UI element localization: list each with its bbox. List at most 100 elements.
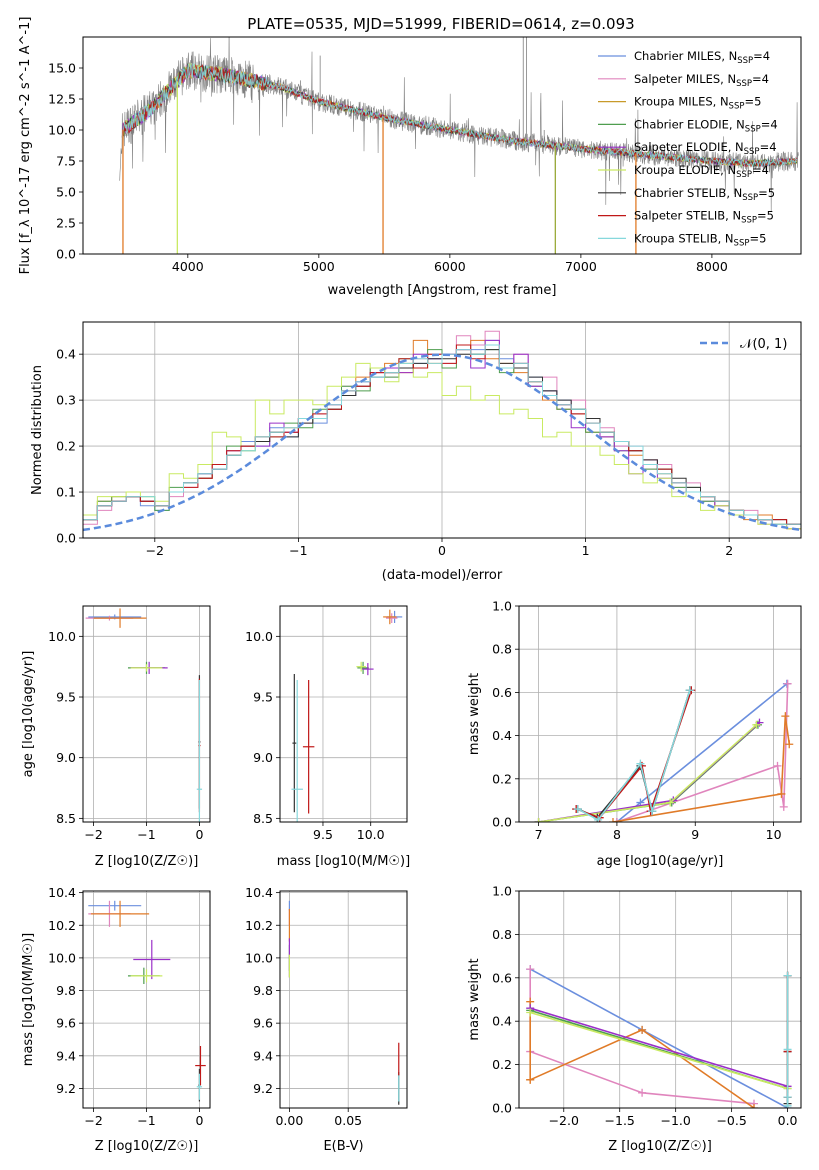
legend-label: Salpeter MILES, NSSP=4 [634,72,769,89]
y-tick-label: 2.5 [56,216,76,231]
x-tick-label: 10 [766,827,782,842]
weight-marker [750,1104,758,1108]
y-tick-label: 1.0 [492,599,512,614]
x-axis-label: Z [log10(Z/Z☉)] [95,854,199,869]
legend-label: Chabrier ELODIE, NSSP=4 [634,117,778,134]
y-tick-label: 9.5 [253,690,273,705]
spectrum-title: PLATE=0535, MJD=51999, FIBERID=0614, z=0… [247,15,634,33]
y-tick-label: 0.6 [492,685,512,700]
y-tick-label: 0.2 [56,439,76,454]
weight-marker [594,815,603,822]
x-axis-label: Z [log10(Z/Z☉)] [608,1139,712,1154]
x-tick-label: 0 [195,1113,203,1128]
legend-tail: =5 [758,186,775,200]
x-axis-label: wavelength [Angstrom, rest frame] [328,283,557,298]
legend-label: Kroupa ELODIE, NSSP=4 [634,163,769,180]
x-axis-label: (data-model)/error [382,568,503,583]
legend-label: Salpeter STELIB, NSSP=5 [634,209,774,226]
weight-line-3 [538,724,759,822]
weight-marker [526,1075,535,1084]
weight-marker [534,818,543,822]
y-tick-label: 10.2 [245,918,273,933]
x-tick-label: −2.0 [549,1113,579,1128]
weight-marker [612,818,621,822]
legend-subscript: SSP [737,56,753,66]
y-tick-label: 10.2 [48,918,76,933]
legend-label: Kroupa STELIB, NSSP=5 [634,231,766,248]
weight-marker [752,720,761,729]
y-tick-label: 9.6 [253,1016,273,1031]
y-tick-label: 9.0 [56,750,76,765]
plot-area [119,37,799,254]
y-tick-label: 9.8 [253,983,273,998]
weight-marker [638,1025,647,1034]
legend: Chabrier MILES, NSSP=4 Salpeter MILES, NS… [598,49,778,248]
y-tick-label: 9.2 [253,1081,273,1096]
y-tick-label: 0.2 [492,1057,512,1072]
y-tick-label: 10.0 [48,123,76,138]
model-spectrum-8 [121,63,798,168]
weight-line-0 [616,683,788,822]
x-tick-label: −1.5 [605,1113,635,1128]
plot-area [83,330,801,532]
x-tick-label: −0.5 [716,1113,746,1128]
histogram-8 [83,344,801,525]
y-tick-label: 0.2 [492,771,512,786]
y-axis-label: mass weight [467,958,482,1040]
y-tick-label: 10.0 [48,629,76,644]
panel-7: −2.0 −1.5 −1.0 −0.5 0.0 0.0 0.2 0.4 0.6 0.8 1.0 Z [… [467,884,802,1154]
weight-marker [781,712,790,721]
y-tick-label: 8.5 [56,811,76,826]
weight-marker [783,1101,792,1108]
panel-6: 0.00 0.05 9.2 9.4 9.6 9.8 10.0 10.2 10.4 E(B-V) [245,885,408,1154]
y-tick-label: 0.8 [492,642,512,657]
weight-marker [785,740,794,749]
y-tick-label: 0.4 [56,347,76,362]
panel-1: −2 −1 0 1 2 0.0 0.1 0.2 0.3 0.4 𝒩(0, 1) (data-model… [30,321,802,583]
x-tick-label: 1 [582,543,590,558]
y-tick-label: 15.0 [48,61,76,76]
y-tick-label: 0.0 [56,247,76,262]
y-tick-label: 10.4 [48,885,76,900]
legend-subscript: SSP [729,102,745,112]
y-tick-label: 10.0 [245,629,273,644]
x-tick-label: 9.5 [313,827,333,842]
axes-frame [82,36,802,255]
x-tick-label: −2 [84,827,102,842]
y-tick-label: 0.3 [56,393,76,408]
legend-tail: =4 [752,163,769,177]
y-tick-label: 9.5 [56,690,76,705]
y-axis-label: Flux [f_λ 10^-17 erg cm^-2 s^-1 A^-1] [18,17,33,275]
weight-line-2 [612,716,791,822]
y-tick-label: 9.8 [56,983,76,998]
panel-0: 4000 5000 6000 7000 8000 0.0 2.5 5.0 7.5 10.0 12.5… [18,17,802,298]
legend-tail: =4 [760,140,777,154]
y-tick-label: 10.0 [48,950,76,965]
x-tick-label: 7 [535,827,543,842]
x-tick-label: 9 [691,827,699,842]
panel-3: 9.5 10.0 8.5 9.0 9.5 10.0 mass [log10(M/M☉)] [245,605,410,869]
y-tick-label: 0.1 [56,485,76,500]
y-axis-label: mass [log10(M/M☉)] [21,933,36,1066]
legend-label: Salpeter ELODIE, NSSP=4 [634,140,777,157]
y-tick-label: 9.4 [56,1048,76,1063]
x-tick-label: 0.00 [275,1113,303,1128]
plot-area [88,900,206,1102]
legend-subscript: SSP [734,238,750,248]
y-tick-label: 5.0 [56,185,76,200]
x-tick-label: −2 [84,1113,102,1128]
legend-tail: =5 [757,209,774,223]
y-tick-label: 10.4 [245,885,273,900]
weight-marker [773,761,782,770]
legend-label: 𝒩(0, 1) [740,337,787,352]
y-tick-label: 8.5 [253,811,273,826]
legend-tail: =5 [749,231,766,245]
y-tick-label: 0.6 [492,970,512,985]
y-tick-label: 0.0 [492,1101,512,1116]
x-axis-label: Z [log10(Z/Z☉)] [95,1139,199,1154]
x-tick-label: 4000 [172,259,204,274]
y-axis-label: Normed distribution [30,365,45,495]
x-tick-label: 10.0 [357,827,385,842]
weight-line-2 [529,1001,755,1108]
